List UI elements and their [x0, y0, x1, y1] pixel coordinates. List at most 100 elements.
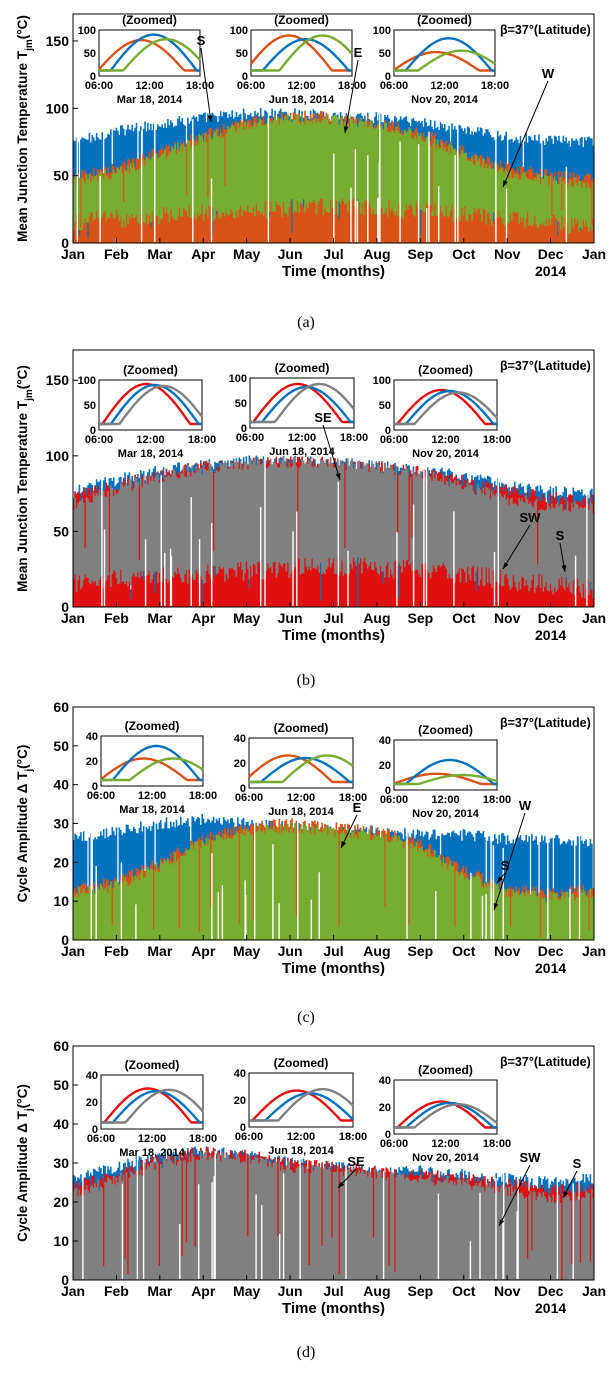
inset-y-tick-label: 40 — [86, 1070, 98, 1082]
x-tick-label: Aug — [363, 246, 390, 262]
inset-curve-gray — [249, 1088, 354, 1122]
x-tick-label: Aug — [363, 1283, 390, 1299]
inset-x-tick-label: 06:00 — [235, 792, 263, 804]
inset-curve-blue — [394, 1101, 497, 1129]
inset-y-tick-label: 40 — [379, 1075, 391, 1087]
inset-x-tick-label: 06:00 — [235, 1131, 263, 1143]
x-tick-label: Jul — [323, 246, 343, 262]
inset-curve-blue — [101, 744, 203, 782]
orientation-label-S: S — [556, 528, 565, 543]
zoom-inset-2: (Zoomed) 0 50 100 06:00 12:00 18:00 Jun 18, 201… — [229, 361, 368, 458]
arrow-head — [499, 1219, 505, 1226]
inset-date-label: Nov 20, 2014 — [412, 808, 480, 820]
inset-y-tick-label: 0 — [242, 71, 248, 83]
y-axis-label: Mean Junction Temperature Tjm(°C) — [15, 365, 35, 592]
panel-caption: (b) — [297, 672, 316, 689]
inset-box — [393, 379, 498, 431]
x-tick-label: Sep — [407, 610, 433, 626]
orientation-label-SW: SW — [520, 1150, 542, 1165]
x-axis-label: Time (months) — [282, 627, 385, 644]
y-tick-label: 30 — [53, 1155, 69, 1171]
inset-curve-orange — [393, 772, 497, 786]
inset-date-label: Mar 18, 2014 — [119, 1147, 185, 1159]
x-tick-label: Apr — [191, 610, 216, 626]
x-tick-label: Jan — [61, 246, 85, 262]
inset-curve-blue — [250, 385, 354, 424]
x-tick-label: May — [233, 1283, 260, 1299]
x-tick-label: Apr — [191, 246, 216, 262]
inset-x-tick-label: 06:00 — [380, 794, 408, 806]
panel-caption: (d) — [297, 1344, 316, 1361]
x-tick-label: Jan — [582, 943, 606, 959]
annotation-arrow — [502, 524, 531, 570]
x-tick-label: Oct — [452, 1283, 476, 1299]
inset-date-label: Nov 20, 2014 — [412, 448, 480, 460]
annotation-arrow — [200, 47, 212, 123]
x-tick-label: Jan — [582, 246, 606, 262]
x-tick-label: Dec — [538, 246, 564, 262]
orientation-label-SE: SE — [314, 410, 332, 425]
orientation-label-W: W — [519, 798, 532, 813]
inset-x-tick-label: 06:00 — [237, 80, 265, 92]
x-tick-label: Nov — [494, 610, 521, 626]
inset-title: (Zoomed) — [418, 723, 473, 737]
arrow-head — [503, 180, 508, 187]
inset-y-tick-label: 40 — [234, 1068, 246, 1080]
zoom-inset-2: (Zoomed) 0 20 40 06:00 12:00 18:00 Jun 18, 2014 — [234, 721, 367, 818]
inset-y-tick-label: 20 — [86, 756, 98, 768]
chart-panel-c: 0 10 20 30 40 50 60 Jan Feb Mar Apr May Jun Jul Aug Sep… — [15, 699, 606, 1026]
inset-curve-blue — [394, 758, 497, 786]
inset-y-tick-label: 50 — [84, 48, 96, 60]
x-tick-label: Jan — [582, 1283, 606, 1299]
inset-date-label: Jun 18, 2014 — [269, 94, 335, 106]
inset-y-tick-label: 50 — [236, 48, 248, 60]
zoom-inset-1: (Zoomed) 0 50 100 06:00 12:00 18:00 Mar 18, 201… — [78, 363, 216, 460]
inset-date-label: Jun 18, 2014 — [269, 446, 335, 458]
series-SW — [72, 456, 595, 599]
inset-y-tick-label: 100 — [373, 25, 391, 37]
inset-date-label: Mar 18, 2014 — [117, 94, 183, 106]
inset-curve-blue — [101, 1090, 203, 1124]
inset-x-tick-label: 06:00 — [380, 80, 408, 92]
inset-y-tick-label: 0 — [241, 423, 247, 435]
x-tick-label: Dec — [538, 610, 564, 626]
y-tick-label: 150 — [46, 372, 70, 388]
inset-curve-blue — [251, 38, 352, 72]
x-axis-label: Time (months) — [282, 960, 385, 977]
inset-box — [100, 1074, 204, 1130]
inset-date-label: Mar 18, 2014 — [118, 448, 184, 460]
inset-x-tick-label: 06:00 — [87, 1133, 115, 1145]
inset-curve-gray — [394, 391, 498, 426]
y-axis-label: Mean Junction Temperature Tjm(°C) — [15, 15, 35, 242]
inset-y-tick-label: 0 — [92, 781, 98, 793]
tilt-angle-label: β=37°(Latitude) — [500, 716, 591, 730]
inset-curve-red — [394, 1100, 497, 1129]
inset-y-tick-label: 40 — [234, 733, 246, 745]
x-tick-label: Nov — [494, 1283, 521, 1299]
inset-x-tick-label: 06:00 — [85, 434, 113, 446]
data-gaps — [76, 98, 568, 242]
x-tick-label: Apr — [191, 1283, 216, 1299]
inset-y-tick-label: 50 — [379, 48, 391, 60]
inset-y-tick-label: 20 — [379, 760, 391, 772]
inset-x-tick-label: 18:00 — [483, 1138, 511, 1150]
chart-panel-b: 0 50 100 150 Jan Feb Mar Apr May Jun Jul Aug Sep Oct N… — [15, 349, 606, 689]
x-tick-label: May — [233, 246, 260, 262]
inset-x-tick-label: 12:00 — [431, 794, 459, 806]
arrow-head — [563, 1191, 569, 1198]
inset-y-tick-label: 0 — [385, 1129, 391, 1141]
x-tick-label: Sep — [407, 1283, 433, 1299]
inset-title: (Zoomed) — [125, 719, 180, 733]
annotation-arrow — [344, 59, 359, 134]
y-tick-label: 60 — [53, 1038, 69, 1054]
annotation-arrow — [498, 1164, 531, 1227]
inset-x-tick-label: 12:00 — [138, 1133, 166, 1145]
inset-x-tick-label: 12:00 — [136, 434, 164, 446]
inset-x-tick-label: 12:00 — [135, 80, 163, 92]
arrow-head — [561, 565, 567, 572]
y-tick-label: 150 — [46, 33, 70, 49]
inset-x-tick-label: 18:00 — [483, 794, 511, 806]
inset-title: (Zoomed) — [418, 363, 473, 377]
inset-curve-red — [101, 1087, 203, 1124]
